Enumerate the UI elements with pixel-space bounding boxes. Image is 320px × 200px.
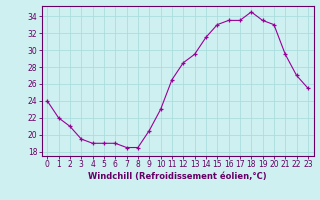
X-axis label: Windchill (Refroidissement éolien,°C): Windchill (Refroidissement éolien,°C): [88, 172, 267, 181]
